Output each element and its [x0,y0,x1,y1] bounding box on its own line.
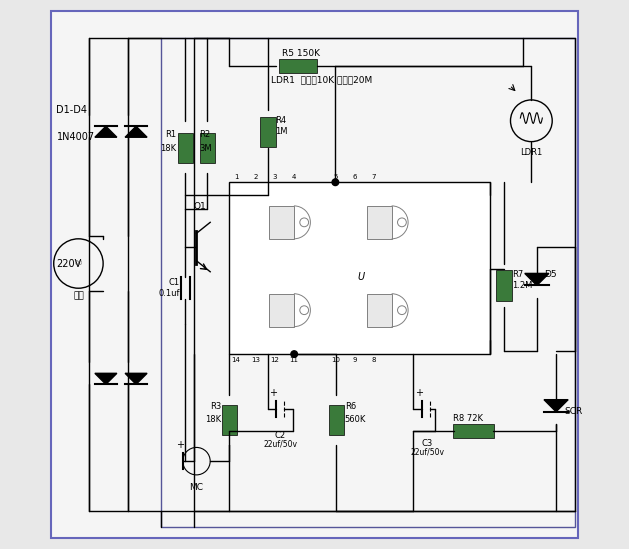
Text: 1M: 1M [275,127,287,136]
Text: 6: 6 [352,173,357,180]
Circle shape [265,192,271,198]
Text: Q1: Q1 [194,203,206,211]
Polygon shape [95,126,117,137]
Circle shape [291,351,298,357]
Text: 13: 13 [251,357,260,363]
FancyBboxPatch shape [279,59,317,72]
Text: 12: 12 [270,357,279,363]
Text: R7: R7 [512,270,523,279]
FancyBboxPatch shape [221,405,237,435]
Text: 14: 14 [231,357,240,363]
FancyBboxPatch shape [269,206,294,239]
FancyBboxPatch shape [496,271,511,301]
FancyBboxPatch shape [51,11,578,538]
Polygon shape [544,400,568,412]
Text: 9: 9 [352,357,357,363]
FancyBboxPatch shape [178,133,193,164]
Text: 5: 5 [333,173,338,180]
Text: +: + [269,388,277,398]
Text: 10: 10 [331,357,340,363]
Text: 2: 2 [253,173,258,180]
Text: 560K: 560K [345,416,366,424]
Text: C3: C3 [421,439,433,448]
Text: 0.1uf: 0.1uf [159,289,180,298]
Text: ∞: ∞ [74,259,83,268]
Text: 22uf/50v: 22uf/50v [264,439,298,448]
FancyBboxPatch shape [329,405,344,435]
Text: C1: C1 [169,278,180,287]
FancyBboxPatch shape [200,133,215,164]
Text: 1: 1 [234,173,238,180]
Text: R2: R2 [199,130,210,139]
FancyBboxPatch shape [367,294,392,327]
Text: 8: 8 [372,357,376,363]
Text: LDR1  亮电阻10K 暗电阻20M: LDR1 亮电阻10K 暗电阻20M [270,75,372,84]
Polygon shape [95,373,117,384]
Text: R1: R1 [165,130,176,139]
Text: 18K: 18K [160,144,176,153]
Text: D1-D4: D1-D4 [57,105,87,115]
Text: R6: R6 [345,402,356,411]
Text: C2: C2 [275,431,286,440]
Circle shape [332,179,338,186]
Text: R8 72K: R8 72K [454,414,483,423]
Text: +: + [415,388,423,398]
Text: +: + [176,440,184,450]
Text: 1N4007: 1N4007 [57,132,94,142]
Text: 11: 11 [290,357,299,363]
FancyBboxPatch shape [230,182,490,354]
Text: 3: 3 [273,173,277,180]
FancyBboxPatch shape [367,206,392,239]
Text: R4: R4 [275,116,286,125]
Text: SCR: SCR [564,407,582,416]
Text: 7: 7 [372,173,376,180]
Text: 22uf/50v: 22uf/50v [410,447,444,456]
Text: 3M: 3M [199,144,212,153]
Text: R3: R3 [210,402,221,411]
Text: 1.2M: 1.2M [512,281,533,290]
Text: 4: 4 [292,173,296,180]
Text: MC: MC [189,483,203,492]
Text: R5 150K: R5 150K [282,49,320,58]
Polygon shape [125,373,147,384]
FancyBboxPatch shape [260,116,276,147]
Text: 220V: 220V [57,259,82,268]
Text: U: U [358,272,365,282]
Text: LDR1: LDR1 [520,148,542,157]
Polygon shape [125,126,147,137]
Polygon shape [525,273,549,285]
Text: 18K: 18K [205,416,221,424]
Text: 灯泡: 灯泡 [73,291,84,300]
FancyBboxPatch shape [269,294,294,327]
Text: D5: D5 [544,270,557,279]
FancyBboxPatch shape [453,424,494,438]
